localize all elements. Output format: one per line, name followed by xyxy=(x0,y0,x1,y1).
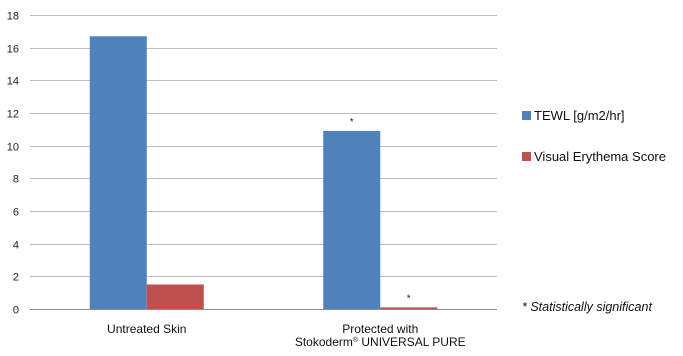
bar-tewl-1 xyxy=(323,130,381,309)
significance-star: * xyxy=(407,293,411,304)
y-tick-label: 10 xyxy=(7,142,19,154)
legend-label: TEWL [g/m2/hr] xyxy=(534,108,625,123)
x-category-label: Protected with xyxy=(342,322,418,336)
legend-swatch xyxy=(522,111,531,120)
legend-label: Visual Erythema Score xyxy=(534,149,666,164)
y-tick-label: 14 xyxy=(7,76,19,88)
y-tick-label: 8 xyxy=(13,174,19,186)
legend-swatch xyxy=(522,152,531,161)
significance-star: * xyxy=(350,117,354,128)
bars xyxy=(89,36,438,309)
bar-tewl-0 xyxy=(89,36,147,309)
y-tick-label: 12 xyxy=(7,109,19,121)
y-tick-label: 0 xyxy=(13,305,19,317)
legend: TEWL [g/m2/hr] Visual Erythema Score xyxy=(522,108,666,164)
y-tick-label: 6 xyxy=(13,207,19,219)
x-category-label: Untreated Skin xyxy=(107,322,186,336)
y-axis-ticks: 0 2 4 6 8 10 12 14 16 18 xyxy=(7,11,19,317)
y-tick-label: 4 xyxy=(13,240,19,252)
significance-markers: ** xyxy=(350,117,411,304)
bar-erythema-1 xyxy=(380,307,438,309)
y-tick-label: 2 xyxy=(13,272,19,284)
significance-note: * Statistically significant xyxy=(522,300,652,314)
y-tick-label: 16 xyxy=(7,44,19,56)
y-tick-label: 18 xyxy=(7,11,19,23)
x-category-label-line2: Stokoderm® UNIVERSAL PURE xyxy=(295,335,466,349)
bar-erythema-0 xyxy=(146,284,204,309)
